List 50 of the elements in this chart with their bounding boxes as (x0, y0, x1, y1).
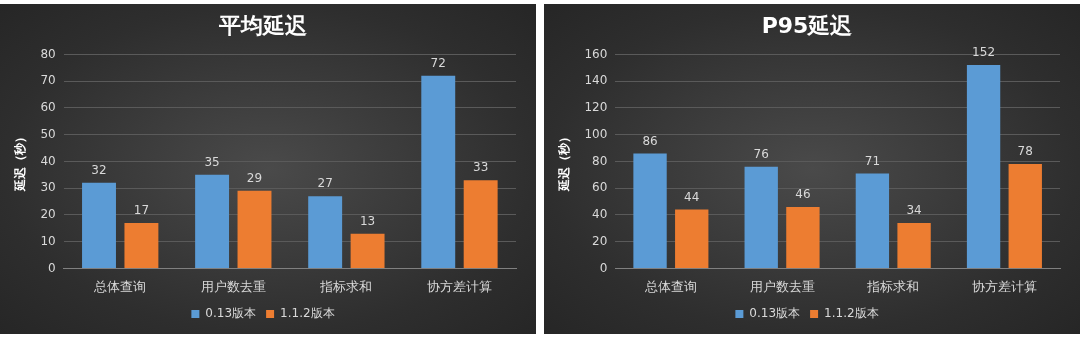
data-label: 46 (795, 187, 811, 201)
chart-title: P95延迟 (761, 12, 853, 38)
x-tick-label: 用户数去重 (200, 278, 266, 294)
x-tick-label: 协方差计算 (971, 278, 1037, 294)
y-tick-label: 160 (584, 46, 608, 61)
data-label: 78 (1017, 144, 1033, 159)
data-label: 35 (204, 154, 220, 169)
x-tick-label: 协方差计算 (426, 278, 492, 294)
legend-label: 1.1.2版本 (824, 306, 879, 321)
data-label: 29 (246, 170, 263, 185)
legend-label: 0.13版本 (749, 306, 801, 321)
y-tick-label: 50 (40, 126, 56, 141)
x-tick-label: 总体查询 (643, 278, 697, 294)
y-tick-label: 100 (584, 126, 608, 141)
y-tick-label: 40 (40, 153, 56, 168)
legend-label: 1.1.2版本 (280, 306, 335, 321)
y-tick-label: 60 (592, 180, 608, 195)
data-label: 33 (473, 160, 489, 175)
y-tick-label: 20 (592, 233, 608, 248)
data-label: 13 (359, 213, 376, 228)
legend-label: 0.13版本 (205, 306, 257, 321)
chart-title: 平均延迟 (218, 12, 307, 38)
data-label: 72 (430, 55, 446, 70)
y-tick-label: 120 (584, 100, 608, 115)
y-tick-label: 0 (48, 260, 56, 275)
y-tick-label: 30 (40, 180, 56, 195)
data-label: 44 (684, 189, 700, 204)
y-tick-label: 80 (592, 153, 608, 168)
y-tick-label: 140 (584, 73, 608, 88)
data-label: 71 (864, 153, 881, 168)
data-label: 34 (906, 203, 922, 218)
x-tick-label: 总体查询 (93, 278, 147, 294)
y-tick-label: 20 (40, 207, 56, 222)
data-label: 27 (317, 176, 333, 191)
x-tick-label: 用户数去重 (749, 278, 815, 294)
y-tick-label: 80 (40, 46, 56, 61)
data-label: 32 (91, 162, 107, 177)
y-tick-label: 60 (40, 100, 56, 115)
y-axis-title: 延迟（秒） (13, 131, 28, 193)
x-tick-label: 指标求和 (866, 278, 920, 294)
y-tick-label: 10 (40, 233, 56, 248)
x-tick-label: 指标求和 (319, 278, 373, 294)
data-label: 86 (642, 133, 658, 148)
y-tick-label: 40 (592, 207, 608, 222)
y-axis-title: 延迟（秒） (557, 131, 572, 193)
y-tick-label: 0 (599, 260, 608, 275)
data-label: 152 (972, 45, 996, 60)
data-label: 76 (753, 146, 769, 161)
y-tick-label: 70 (40, 73, 56, 88)
data-label: 17 (133, 203, 150, 218)
